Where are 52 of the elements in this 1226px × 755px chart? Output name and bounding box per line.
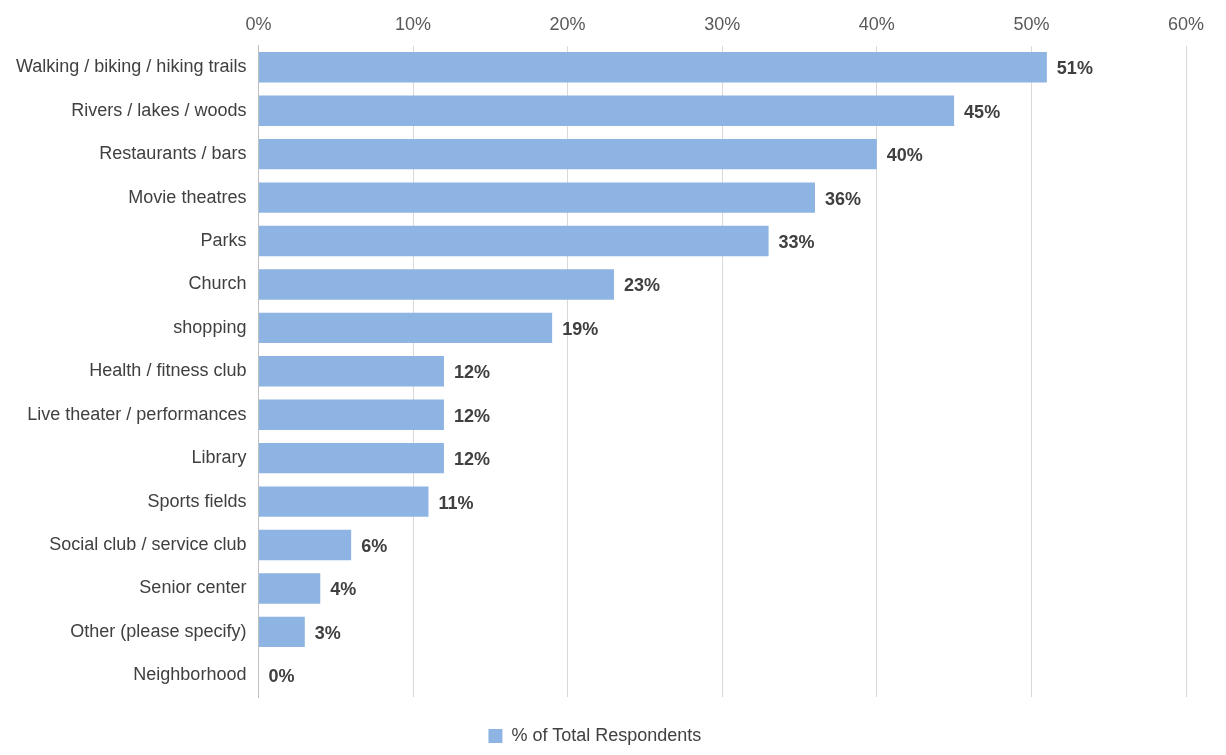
data-label: 12% [453,362,490,383]
y-tick-label: Church [188,273,247,294]
y-tick-label: Movie theatres [128,186,247,207]
bar [258,529,352,561]
data-label: 6% [361,535,388,556]
data-label: 40% [886,145,923,166]
y-tick-label: Restaurants / bars [99,143,247,164]
y-tick-label: Library [191,447,247,468]
data-label: 0% [268,666,295,687]
bar [258,616,305,648]
data-label: 12% [453,405,490,426]
y-tick-label: Walking / biking / hiking trails [15,56,247,77]
bar [258,225,769,257]
data-label: 3% [314,622,341,643]
x-tick-label: 0% [245,13,272,34]
bar [258,442,444,474]
bar [258,269,614,300]
y-tick-label: Senior center [139,577,247,598]
bar [258,138,877,170]
x-tick-label: 40% [858,13,895,34]
y-tick-label: Health / fitness club [89,360,247,381]
y-tick-label: Live theater / performances [27,403,247,424]
data-label: 4% [330,579,357,600]
legend-label: % of Total Respondents [511,724,702,745]
data-label: 33% [778,231,815,252]
data-label: 12% [453,449,490,470]
x-tick-label: 50% [1013,13,1050,34]
data-label: 19% [562,318,599,339]
data-label: 36% [824,188,861,209]
y-tick-label: shopping [173,316,247,337]
x-tick-label: 60% [1167,13,1205,34]
bar [258,486,429,517]
data-label: 11% [438,492,474,513]
y-tick-label: Neighborhood [133,664,247,685]
bar [258,399,444,430]
y-tick-label: Sports fields [147,490,247,511]
y-tick-label: Parks [200,229,247,250]
x-tick-label: 30% [704,13,741,34]
x-tick-label: 20% [549,13,586,34]
bar [258,182,815,213]
bar [258,95,955,126]
bar [258,356,444,387]
bar [258,312,553,344]
data-label: 45% [964,101,1001,122]
y-tick-label: Rivers / lakes / woods [71,99,247,120]
bar [258,573,321,604]
x-tick-label: 10% [395,13,432,34]
bar [258,52,1047,83]
y-tick-label: Social club / service club [49,533,247,554]
data-label: 23% [623,275,661,296]
data-label: 51% [1056,58,1093,79]
y-tick-label: Other (please specify) [70,620,247,641]
